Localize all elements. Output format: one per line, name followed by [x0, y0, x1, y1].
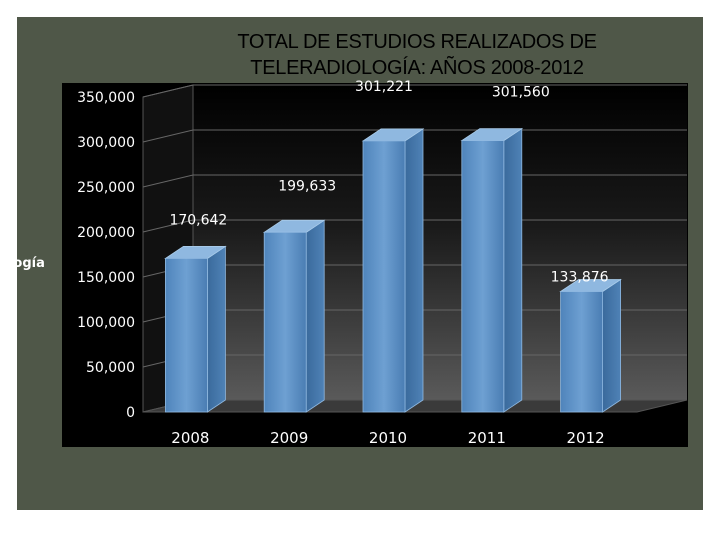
y-tick-label: 300,000	[77, 135, 135, 151]
data-label: 199,633	[278, 178, 336, 194]
data-label: 133,876	[551, 270, 609, 286]
y-tick-label: 100,000	[77, 315, 135, 331]
data-label: 170,642	[169, 212, 227, 228]
chart-title-line-2: TELERADIOLOGÍA: AÑOS 2008-2012	[250, 57, 584, 79]
gridline	[142, 84, 687, 98]
bar-side	[404, 128, 424, 413]
gridline	[142, 129, 687, 143]
y-tick-label: 50,000	[86, 360, 135, 376]
y-tick-label: 350,000	[77, 90, 135, 106]
bar-side	[503, 127, 523, 413]
slide-background: 0 50,000 100,000 150,000 200,000 250,000 300,0…	[17, 17, 703, 510]
y-tick-label: 150,000	[77, 270, 135, 286]
bar-side	[206, 245, 226, 413]
bar	[461, 140, 505, 413]
y-tick-label: 0	[126, 405, 135, 421]
x-tick-label: 2010	[369, 429, 407, 447]
bar	[164, 258, 208, 413]
x-tick-label: 2011	[468, 429, 506, 447]
data-label: 301,221	[355, 79, 413, 95]
bar	[263, 231, 307, 413]
data-label: 301,560	[492, 85, 550, 101]
y-tick-label: 250,000	[77, 180, 135, 196]
y-tick-label: 200,000	[77, 225, 135, 241]
x-tick-label: 2009	[270, 429, 308, 447]
bar	[560, 291, 603, 413]
y-axis-label: ología	[0, 256, 45, 271]
gridline	[142, 219, 687, 233]
x-tick-label: 2012	[567, 429, 605, 447]
x-tick-label: 2008	[171, 429, 209, 447]
chart-title-line-1: TOTAL DE ESTUDIOS REALIZADOS DE	[237, 31, 597, 53]
bar-side	[305, 219, 325, 413]
bar-side	[602, 278, 621, 413]
bar	[362, 140, 406, 413]
gridline	[142, 174, 687, 188]
chart: 0 50,000 100,000 150,000 200,000 250,000 300,0…	[62, 79, 688, 447]
